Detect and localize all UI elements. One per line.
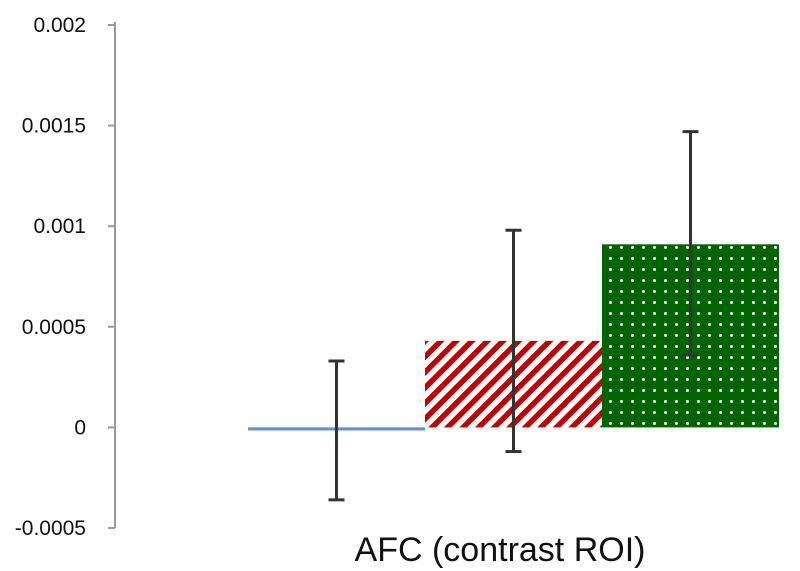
y-tick-label: 0 xyxy=(74,416,86,439)
error-bar-1 xyxy=(328,359,345,502)
x-axis-label: AFC (contrast ROI) xyxy=(355,531,646,569)
y-axis-ticks: 0.002 0.0015 0.001 0.0005 0 -0.0005 xyxy=(15,14,115,540)
error-bar-2 xyxy=(505,228,522,454)
y-tick-label: 0.002 xyxy=(33,14,86,37)
y-tick-label: -0.0005 xyxy=(15,517,86,540)
y-tick-label: 0.0015 xyxy=(22,115,86,138)
error-bars xyxy=(328,130,699,502)
error-bar-3 xyxy=(682,130,699,357)
y-tick-label: 0.001 xyxy=(33,215,86,238)
y-tick-label: 0.0005 xyxy=(22,316,86,339)
